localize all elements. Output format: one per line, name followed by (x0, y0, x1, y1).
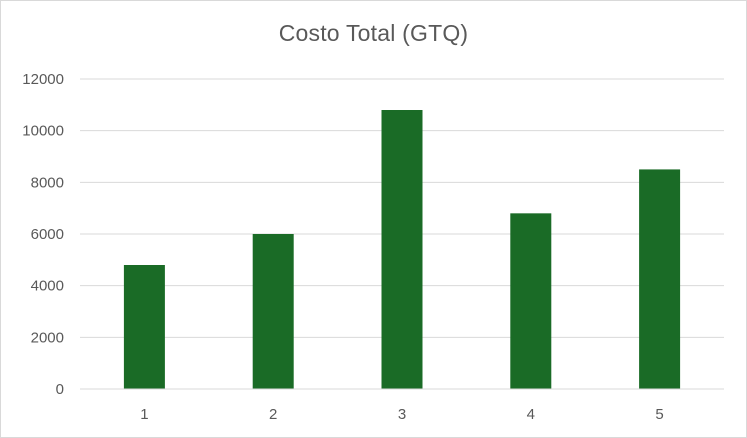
bar (510, 213, 552, 389)
bar (381, 110, 423, 389)
y-tick-label: 12000 (22, 71, 64, 88)
y-tick-label: 6000 (31, 226, 64, 243)
y-tick-label: 4000 (31, 278, 64, 295)
x-tick-label: 1 (140, 406, 148, 423)
x-tick-label: 4 (527, 406, 535, 423)
y-tick-label: 8000 (31, 174, 64, 191)
chart-title: Costo Total (GTQ) (278, 20, 469, 46)
y-tick-label: 2000 (31, 329, 64, 346)
bars (123, 110, 681, 389)
x-tick-label: 5 (655, 406, 663, 423)
y-tick-label: 0 (56, 381, 64, 398)
bar (639, 169, 681, 389)
x-tick-labels: 1 2 3 4 5 (140, 406, 664, 423)
x-tick-label: 3 (398, 406, 406, 423)
y-tick-label: 10000 (22, 123, 64, 140)
bar (252, 234, 294, 389)
bar (123, 265, 165, 389)
x-tick-label: 2 (269, 406, 277, 423)
y-tick-labels: 0 2000 4000 6000 8000 10000 12000 (22, 71, 64, 398)
